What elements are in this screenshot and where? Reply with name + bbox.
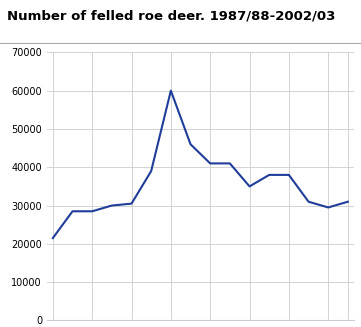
Text: Number of felled roe deer. 1987/88-2002/03: Number of felled roe deer. 1987/88-2002/… — [7, 10, 336, 23]
